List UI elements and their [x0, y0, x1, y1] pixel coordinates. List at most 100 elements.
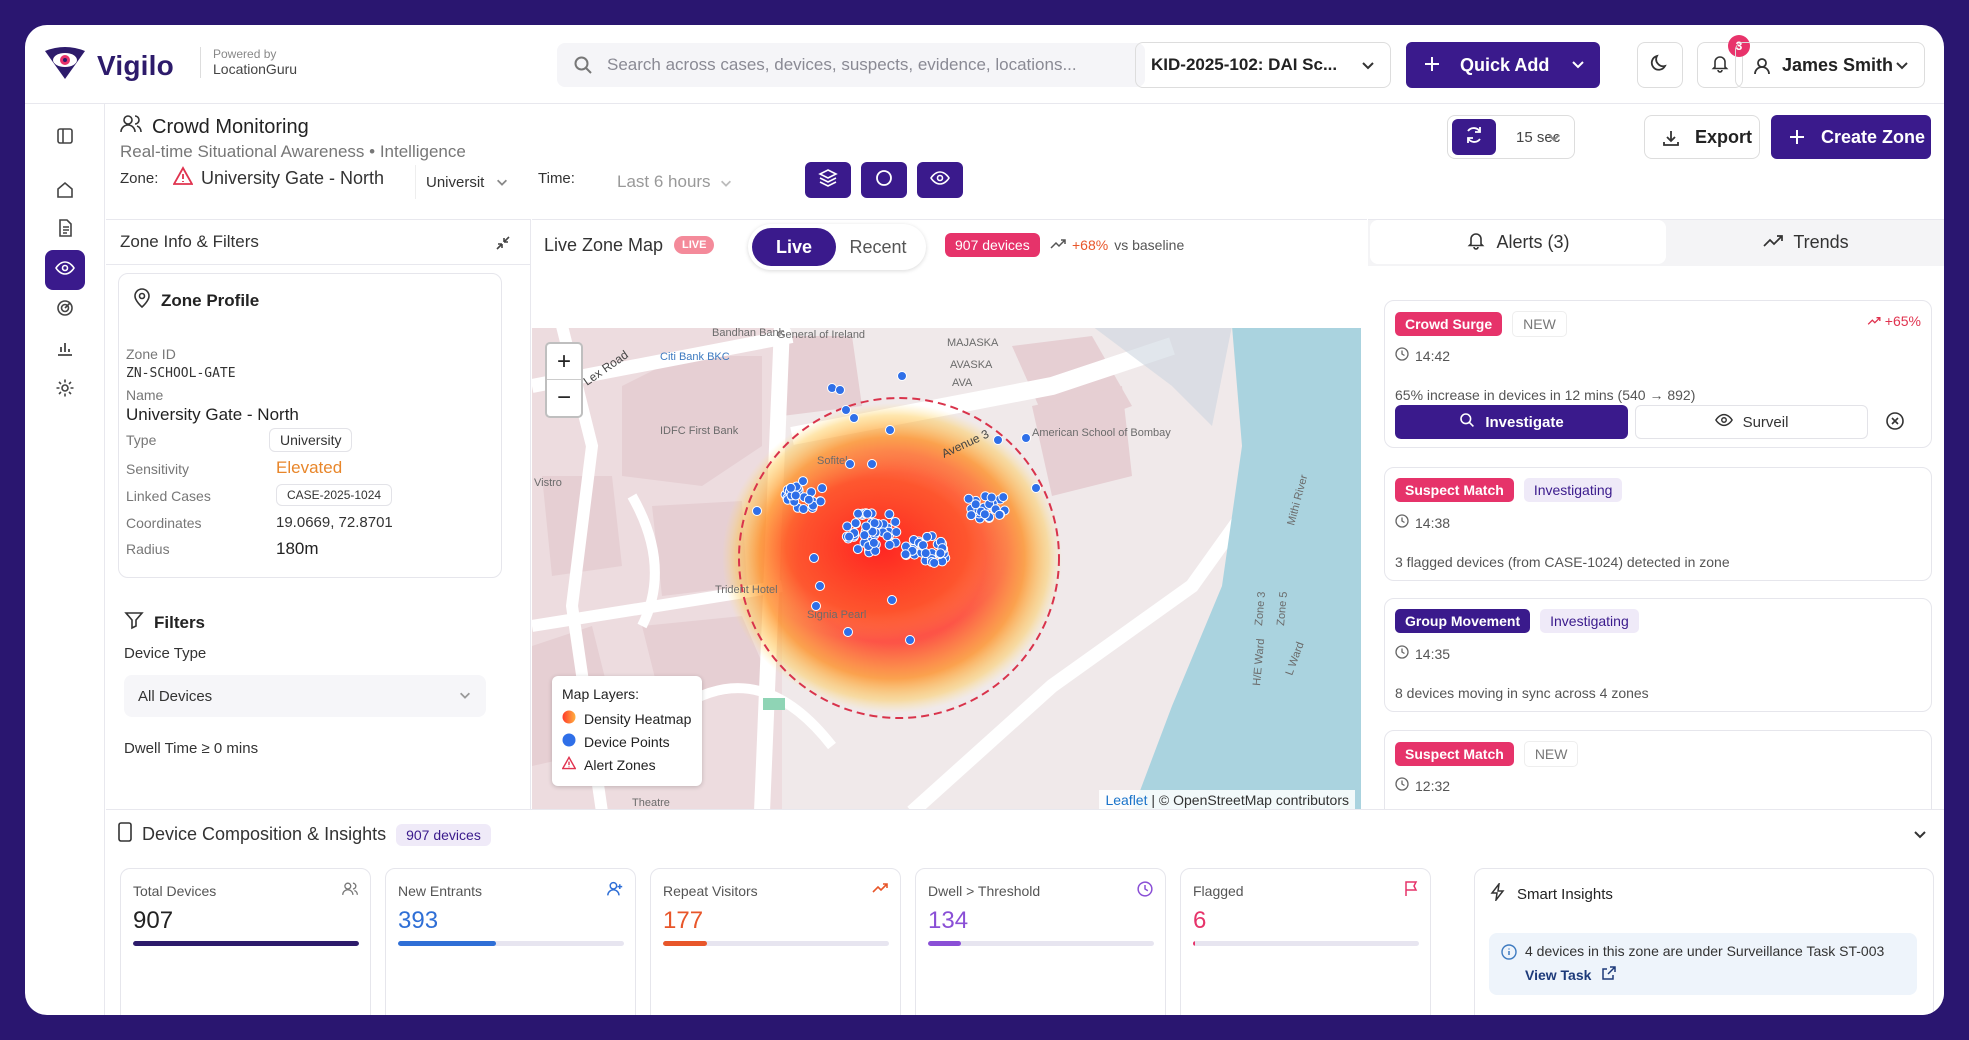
dismiss-button[interactable] [1885, 411, 1905, 436]
device-point[interactable] [861, 521, 872, 532]
surveil-button[interactable]: Surveil [1635, 405, 1868, 439]
device-point[interactable] [929, 557, 940, 568]
linked-case-link[interactable]: CASE-2025-1024 [276, 484, 393, 506]
map-label-trident: Trident Hotel [715, 584, 778, 596]
device-point[interactable] [850, 518, 861, 529]
quick-add-button[interactable]: Quick Add [1406, 42, 1600, 88]
device-point[interactable] [853, 508, 864, 519]
refresh-interval-control[interactable]: 15 sec [1447, 115, 1575, 159]
device-point[interactable] [811, 601, 821, 611]
recent-mode-button[interactable]: Recent [849, 236, 907, 257]
device-point[interactable] [986, 492, 997, 503]
sidebar-item-home[interactable] [45, 172, 85, 212]
device-point[interactable] [905, 635, 915, 645]
device-point[interactable] [859, 530, 870, 541]
map-canvas[interactable]: Bandhan Bank General of Ireland Citi Ban… [532, 328, 1361, 810]
device-point[interactable] [867, 459, 877, 469]
case-selector[interactable]: KID-2025-102: DAI Sc... [1135, 42, 1391, 88]
device-point[interactable] [790, 490, 801, 501]
view-task-link[interactable]: View Task [1525, 965, 1903, 984]
zoom-in-button[interactable]: + [547, 344, 581, 380]
device-point[interactable] [920, 548, 931, 559]
map-label-ava: AVA [952, 377, 973, 389]
sidebar-item-radar[interactable] [45, 290, 85, 330]
refresh-button[interactable] [1452, 119, 1496, 155]
device-point[interactable] [868, 537, 879, 548]
collapse-icon[interactable] [494, 234, 512, 257]
device-point[interactable] [815, 496, 826, 507]
clock-icon [1395, 514, 1409, 531]
device-point[interactable] [835, 385, 845, 395]
device-point[interactable] [817, 483, 828, 494]
alert-card[interactable]: Suspect Match NEW 12:32 [1384, 730, 1932, 809]
device-point[interactable] [869, 518, 880, 529]
device-point[interactable] [900, 549, 911, 560]
layers-toggle-button[interactable] [805, 162, 851, 198]
sidebar-item-documents[interactable] [45, 210, 85, 250]
device-point[interactable] [885, 425, 895, 435]
device-point[interactable] [890, 516, 901, 527]
device-point[interactable] [993, 435, 1003, 445]
tab-alerts[interactable]: Alerts (3) [1370, 220, 1666, 264]
live-mode-button[interactable]: Live [752, 228, 836, 266]
alert-card[interactable]: Group Movement Investigating 14:35 8 dev… [1384, 598, 1932, 712]
device-point[interactable] [797, 476, 808, 487]
global-search-input[interactable]: Search across cases, devices, suspects, … [557, 43, 1145, 87]
device-point[interactable] [998, 492, 1009, 503]
time-range-select[interactable]: Last 6 hours [607, 165, 747, 199]
create-zone-button[interactable]: Create Zone [1771, 115, 1931, 159]
alert-card[interactable]: Crowd Surge NEW +65% 14:42 65% increase … [1384, 300, 1932, 448]
zoom-out-button[interactable]: − [556, 384, 571, 411]
sidebar-item-monitoring[interactable] [45, 250, 85, 290]
device-point[interactable] [842, 521, 853, 532]
theme-toggle-button[interactable] [1637, 42, 1683, 88]
sidebar-item-analytics[interactable] [45, 330, 85, 370]
device-point[interactable] [897, 371, 907, 381]
device-point[interactable] [882, 531, 893, 542]
device-point[interactable] [815, 581, 825, 591]
device-point[interactable] [844, 531, 855, 542]
device-point[interactable] [852, 544, 863, 555]
device-point[interactable] [845, 459, 855, 469]
device-point[interactable] [891, 527, 902, 538]
chevron-down-icon [1894, 57, 1910, 78]
device-point[interactable] [887, 595, 897, 605]
device-point[interactable] [979, 509, 990, 520]
zone-type-select[interactable]: Universit [415, 165, 515, 199]
sidebar-item-settings[interactable] [45, 370, 85, 410]
filters-title: Filters [124, 610, 205, 635]
alert-card[interactable]: Suspect Match Investigating 14:38 3 flag… [1384, 467, 1932, 581]
device-type-select[interactable]: All Devices [124, 675, 486, 717]
device-point[interactable] [884, 539, 895, 550]
device-point[interactable] [798, 504, 809, 515]
device-point[interactable] [1031, 483, 1041, 493]
app-logo[interactable]: Vigilo [43, 45, 174, 86]
device-point[interactable] [922, 531, 933, 542]
device-point[interactable] [809, 553, 819, 563]
device-point[interactable] [994, 509, 1005, 520]
user-menu[interactable]: James Smith [1735, 42, 1925, 88]
zone-circle-toggle-button[interactable] [861, 162, 907, 198]
device-point[interactable] [963, 493, 974, 504]
device-point[interactable] [803, 494, 814, 505]
device-point[interactable] [862, 508, 873, 519]
device-point[interactable] [843, 627, 853, 637]
user-name: James Smith [1782, 54, 1894, 75]
device-point[interactable] [1021, 433, 1031, 443]
visibility-toggle-button[interactable] [917, 162, 963, 198]
device-point[interactable] [935, 548, 946, 559]
tab-trends[interactable]: Trends [1668, 220, 1944, 264]
device-point[interactable] [785, 482, 796, 493]
investigate-button[interactable]: Investigate [1395, 405, 1628, 439]
device-point[interactable] [849, 413, 859, 423]
chevron-down-icon[interactable] [1912, 826, 1928, 847]
device-point[interactable] [884, 509, 895, 520]
device-point[interactable] [966, 510, 977, 521]
leaflet-link[interactable]: Leaflet [1105, 792, 1148, 808]
export-button[interactable]: Export [1644, 115, 1760, 159]
device-point[interactable] [752, 506, 762, 516]
sidebar-toggle-button[interactable] [45, 118, 85, 158]
tab-alerts-label: Alerts (3) [1496, 231, 1570, 252]
device-point[interactable] [841, 405, 851, 415]
device-point[interactable] [970, 499, 981, 510]
